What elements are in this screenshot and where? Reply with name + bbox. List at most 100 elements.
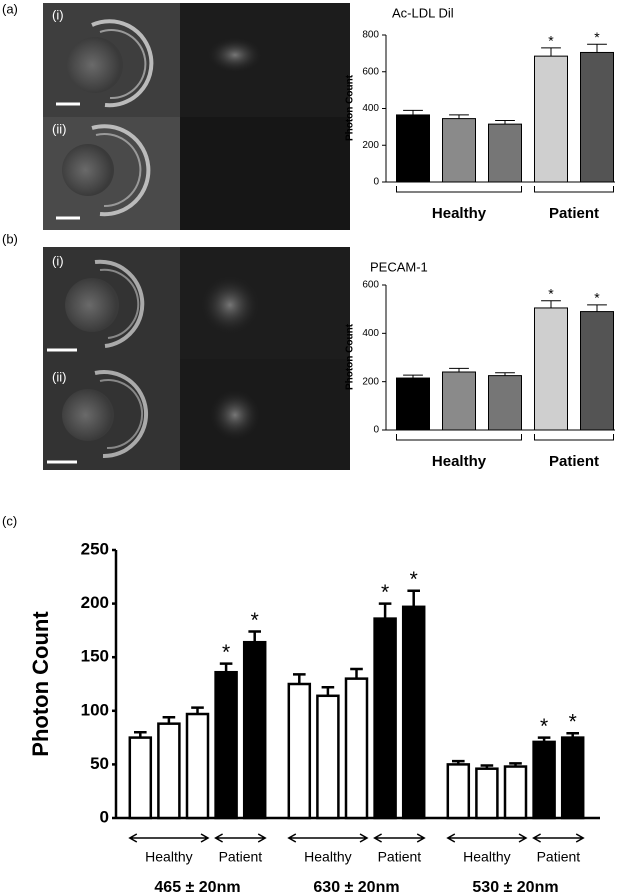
error-bar xyxy=(191,706,204,715)
chart-title: Ac-LDL Dil xyxy=(392,5,454,20)
y-tick-label: 600 xyxy=(362,66,379,77)
panel-label: (c) xyxy=(2,513,17,528)
fluorescence xyxy=(180,117,350,230)
y-tick-label: 250 xyxy=(81,539,109,558)
bar xyxy=(242,640,267,820)
error-bar xyxy=(162,715,176,724)
fluorescence xyxy=(180,3,350,117)
y-tick-label: 0 xyxy=(373,177,379,188)
y-tick-label: 600 xyxy=(362,280,379,291)
signal xyxy=(207,37,263,73)
error-bar xyxy=(495,372,515,376)
error-bar xyxy=(378,602,392,619)
signal xyxy=(209,389,261,441)
error-bar xyxy=(566,732,579,738)
significance: * xyxy=(410,568,418,591)
cell xyxy=(62,389,114,441)
bar xyxy=(344,677,369,820)
bar xyxy=(446,763,471,820)
group-arrow xyxy=(446,833,528,843)
image-label: (ii) xyxy=(52,369,66,384)
error-bar xyxy=(587,304,607,312)
y-tick-label: 400 xyxy=(362,103,379,114)
bar xyxy=(185,712,210,820)
series-label: 630 ± 20nm xyxy=(313,879,399,896)
error-bar xyxy=(219,662,233,673)
group-bracket xyxy=(396,434,522,441)
group-arrow xyxy=(287,833,369,843)
crescent xyxy=(91,19,154,108)
y-tick-label: 400 xyxy=(362,328,379,339)
y-tick-label: 0 xyxy=(100,807,109,826)
error-bar xyxy=(293,673,306,684)
error-bar xyxy=(509,762,522,767)
group-label: Patient xyxy=(549,453,599,470)
significance: * xyxy=(222,641,230,664)
bar xyxy=(580,311,614,431)
significance: * xyxy=(540,715,548,738)
group-label: Patient xyxy=(378,849,422,865)
bar xyxy=(534,307,568,431)
crescent xyxy=(94,259,145,348)
significance: * xyxy=(594,29,600,45)
y-tick-label: 150 xyxy=(81,647,109,666)
error-bar xyxy=(248,630,261,643)
error-bar xyxy=(537,736,551,742)
bar xyxy=(287,682,312,820)
group-label: Healthy xyxy=(463,849,510,865)
signal xyxy=(200,275,260,335)
y-axis-label: Photon Count xyxy=(345,323,356,390)
group-arrow xyxy=(214,833,267,843)
error-bar xyxy=(350,667,363,679)
group-bracket xyxy=(534,186,614,193)
bar xyxy=(503,765,528,820)
group-arrow xyxy=(532,833,585,843)
group-bracket xyxy=(534,434,614,441)
bar xyxy=(532,740,556,820)
error-bar xyxy=(403,109,423,115)
error-bar xyxy=(587,43,607,53)
error-bar xyxy=(452,759,465,765)
significance: * xyxy=(548,285,554,301)
panel-label: (a) xyxy=(2,1,18,16)
group-arrow xyxy=(128,833,210,843)
bar xyxy=(488,123,522,183)
bar xyxy=(560,736,585,820)
crescent xyxy=(99,268,140,339)
group-label: Patient xyxy=(549,205,599,222)
significance: * xyxy=(594,290,600,306)
bar xyxy=(157,722,181,820)
crescent xyxy=(94,370,149,459)
error-bar xyxy=(403,374,423,379)
cell xyxy=(65,278,119,332)
crescent xyxy=(99,29,147,100)
y-tick-label: 0 xyxy=(373,425,379,436)
bar xyxy=(396,114,430,183)
bar xyxy=(396,377,430,431)
y-tick-label: 200 xyxy=(362,376,379,387)
bar xyxy=(534,55,568,183)
group-label: Healthy xyxy=(145,849,192,865)
cell xyxy=(62,144,114,196)
chart-title: PECAM-1 xyxy=(370,259,428,274)
bar xyxy=(128,736,153,820)
y-tick-label: 800 xyxy=(362,30,379,41)
panel-a-images: (a) (i) (ii) xyxy=(2,1,350,230)
bar xyxy=(316,694,340,820)
group-label: Healthy xyxy=(432,453,487,470)
error-bar xyxy=(134,730,147,738)
bar xyxy=(442,371,476,431)
cell xyxy=(67,37,123,93)
group-label: Healthy xyxy=(432,205,487,222)
error-bar xyxy=(541,47,561,57)
error-bar xyxy=(480,764,494,769)
significance: * xyxy=(251,609,259,632)
group-bracket xyxy=(396,186,522,193)
group-label: Healthy xyxy=(304,849,351,865)
bar xyxy=(373,617,397,820)
fluorescence xyxy=(180,359,350,470)
image-label: (ii) xyxy=(52,121,66,136)
bar xyxy=(488,375,522,431)
panel-b-images: (b) (i) (ii) xyxy=(2,231,350,470)
crescent xyxy=(91,124,151,217)
